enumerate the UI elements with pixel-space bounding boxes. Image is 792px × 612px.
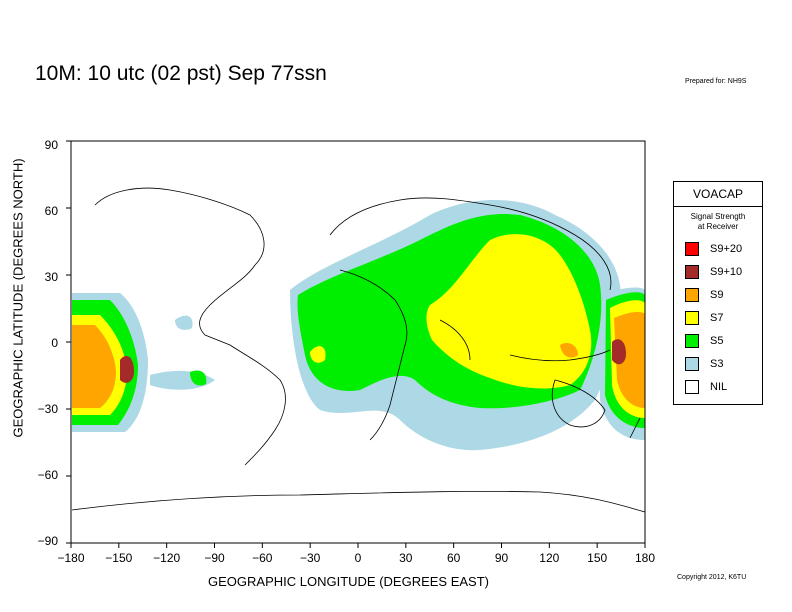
coverage-s9-10 — [120, 339, 626, 383]
legend-subtitle-line1: Signal Strength — [690, 212, 746, 221]
legend-swatch — [685, 265, 699, 279]
legend-item-s3: S3 — [685, 357, 723, 371]
y-tick-label: −30 — [37, 402, 58, 416]
x-axis-label: GEOGRAPHIC LONGITUDE (DEGREES EAST) — [208, 574, 489, 589]
legend-label: S5 — [710, 335, 724, 347]
legend-item-s9: S9 — [685, 288, 723, 302]
x-tick-marks — [70, 543, 646, 548]
coastlines — [71, 187, 646, 513]
legend-item-s5: S5 — [685, 334, 723, 348]
legend-item-s9-20: S9+20 — [685, 242, 742, 256]
legend-swatch — [685, 357, 699, 371]
x-tick-label: 0 — [354, 551, 362, 565]
y-axis-label: GEOGRAPHIC LATITUDE (DEGREES NORTH) — [10, 158, 26, 438]
x-tick-label: 120 — [539, 551, 560, 565]
x-tick-label: −90 — [204, 551, 225, 565]
x-tick-label: 150 — [587, 551, 608, 565]
legend-item-s9-10: S9+10 — [685, 265, 742, 279]
legend-label: S3 — [710, 358, 724, 370]
copyright-note: Copyright 2012, K6TU — [677, 574, 747, 581]
prepared-for-note: Prepared for: NH9S — [685, 78, 747, 85]
y-tick-label: 0 — [51, 336, 58, 350]
y-tick-label: 30 — [44, 270, 58, 284]
legend-item-nil: NIL — [685, 380, 727, 394]
x-tick-label: 90 — [494, 551, 509, 565]
legend-swatch — [685, 242, 699, 256]
legend-subtitle: Signal Strength at Receiver — [674, 212, 762, 232]
y-tick-label: 90 — [44, 138, 58, 152]
x-tick-label: −60 — [252, 551, 273, 565]
x-tick-label: 30 — [399, 551, 413, 565]
legend: VOACAP Signal Strength at Receiver S9+20… — [673, 181, 763, 405]
x-tick-label: −120 — [153, 551, 181, 565]
legend-item-s7: S7 — [685, 311, 723, 325]
x-tick-label: 180 — [634, 551, 656, 565]
legend-subtitle-line2: at Receiver — [697, 222, 739, 231]
x-tick-label: −180 — [57, 551, 85, 565]
y-tick-marks — [66, 140, 71, 544]
y-tick-label: −60 — [37, 468, 58, 482]
x-tick-label: −150 — [105, 551, 133, 565]
legend-label: S9+20 — [710, 243, 743, 255]
legend-swatch — [685, 334, 699, 348]
map-title: 10M: 10 utc (02 pst) Sep 77ssn — [35, 62, 327, 85]
legend-label: S7 — [710, 312, 724, 324]
x-tick-label: 60 — [447, 551, 461, 565]
y-tick-label: −90 — [37, 534, 58, 548]
legend-title: VOACAP — [674, 182, 762, 207]
legend-swatch — [685, 311, 699, 325]
legend-swatch — [685, 380, 699, 394]
legend-label: NIL — [710, 381, 728, 393]
legend-label: S9 — [710, 289, 724, 301]
legend-label: S9+10 — [710, 266, 743, 278]
x-tick-label: −30 — [300, 551, 321, 565]
coverage-s9 — [72, 311, 645, 408]
y-tick-label: 60 — [44, 204, 58, 218]
legend-swatch — [685, 288, 699, 302]
